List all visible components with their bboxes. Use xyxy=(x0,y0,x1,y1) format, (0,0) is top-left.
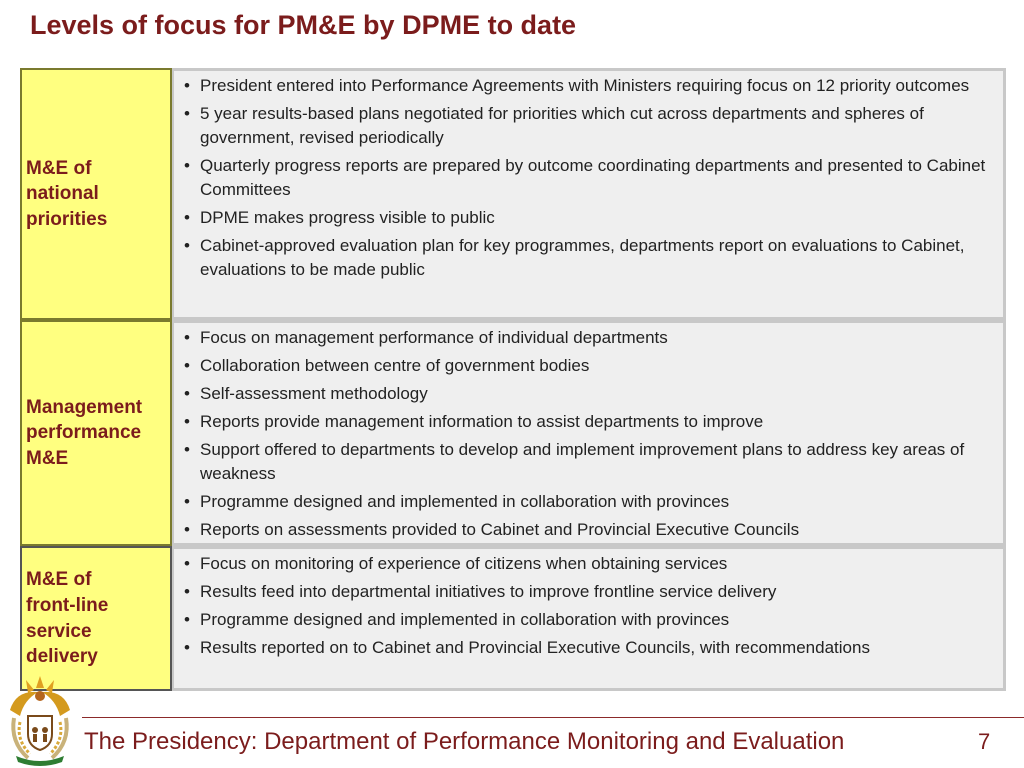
bullet-item: Reports provide management information t… xyxy=(178,410,993,434)
footer-divider xyxy=(82,717,1024,718)
table-row-management-performance: Management performance M&E Focus on mana… xyxy=(20,320,1006,546)
table-row-national-priorities: M&E of national priorities President ent… xyxy=(20,68,1006,320)
row-label-line: M&E of xyxy=(26,157,92,179)
row-label-frontline-service-delivery: M&E of front-line service delivery xyxy=(20,546,172,691)
row-label-management-performance: Management performance M&E xyxy=(20,320,172,546)
footer-organisation-name: The Presidency: Department of Performanc… xyxy=(84,728,845,755)
bullet-item: Support offered to departments to develo… xyxy=(178,438,993,486)
bullet-list: Focus on management performance of indiv… xyxy=(178,326,993,542)
row-content-national-priorities: President entered into Performance Agree… xyxy=(172,68,1006,320)
bullet-item: Results feed into departmental initiativ… xyxy=(178,580,993,604)
bullet-item: Quarterly progress reports are prepared … xyxy=(178,154,993,202)
bullet-item: 5 year results-based plans negotiated fo… xyxy=(178,102,993,150)
row-label-national-priorities: M&E of national priorities xyxy=(20,68,172,320)
bullet-item: Programme designed and implemented in co… xyxy=(178,608,993,632)
bullet-item: Results reported on to Cabinet and Provi… xyxy=(178,636,993,660)
focus-levels-table: M&E of national priorities President ent… xyxy=(20,68,1006,691)
bullet-item: Collaboration between centre of governme… xyxy=(178,354,993,378)
bullet-item: Programme designed and implemented in co… xyxy=(178,490,993,514)
row-label-line: M&E of xyxy=(26,569,92,591)
row-label-line: M&E xyxy=(26,447,69,469)
bullet-item: President entered into Performance Agree… xyxy=(178,74,993,98)
bullet-item: DPME makes progress visible to public xyxy=(178,206,993,230)
bullet-item: Focus on monitoring of experience of cit… xyxy=(178,552,993,576)
row-content-management-performance: Focus on management performance of indiv… xyxy=(172,320,1006,546)
row-label-line: delivery xyxy=(26,646,98,668)
row-label-line: priorities xyxy=(26,208,108,230)
bullet-list: Focus on monitoring of experience of cit… xyxy=(178,552,993,660)
row-label-line: Management xyxy=(26,396,143,418)
page-number: 7 xyxy=(978,729,991,754)
slide-title: Levels of focus for PM&E by DPME to date xyxy=(30,10,577,40)
row-label-line: front-line xyxy=(26,594,109,616)
table-row-frontline-service-delivery: M&E of front-line service delivery Focus… xyxy=(20,546,1006,691)
row-label-line: service xyxy=(26,620,92,642)
coat-of-arms-icon xyxy=(10,676,70,766)
bullet-item: Cabinet-approved evaluation plan for key… xyxy=(178,234,993,282)
bullet-item: Focus on management performance of indiv… xyxy=(178,326,993,350)
bullet-item: Reports on assessments provided to Cabin… xyxy=(178,518,993,542)
bullet-item: Self-assessment methodology xyxy=(178,382,993,406)
row-label-line: national xyxy=(26,183,99,205)
row-label-line: performance xyxy=(26,422,142,444)
row-content-frontline-service-delivery: Focus on monitoring of experience of cit… xyxy=(172,546,1006,691)
bullet-list: President entered into Performance Agree… xyxy=(178,74,993,282)
